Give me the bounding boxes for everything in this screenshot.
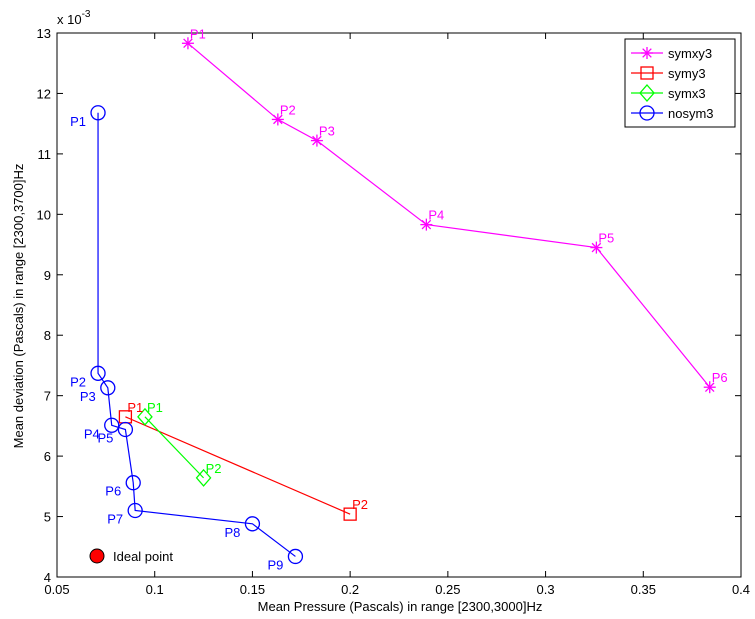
legend-label: nosym3 (668, 106, 714, 121)
y-axis-multiplier: x 10-3 (57, 9, 91, 27)
ideal-point-label: Ideal point (113, 549, 173, 564)
point-label: P6 (712, 370, 728, 385)
y-tick-label: 10 (37, 207, 51, 222)
data-point (420, 218, 433, 231)
y-tick-label: 12 (37, 86, 51, 101)
data-point (343, 507, 357, 521)
point-label: P6 (105, 484, 121, 499)
data-point (125, 475, 141, 491)
y-tick-label: 8 (44, 328, 51, 343)
y-tick-label: 6 (44, 449, 51, 464)
point-label: P8 (225, 525, 241, 540)
data-point (287, 548, 304, 565)
legend-entry-nosym3: nosym3 (631, 105, 714, 121)
point-label: P2 (280, 102, 296, 117)
point-label: P1 (127, 400, 143, 415)
series-line (125, 416, 351, 515)
point-label: P1 (190, 26, 206, 41)
x-tick-label: 0.1 (146, 582, 164, 597)
legend-entry-symxy3: symxy3 (631, 46, 712, 61)
x-tick-label: 0.3 (537, 582, 555, 597)
legend-label: symx3 (668, 86, 706, 101)
legend-marker (639, 84, 655, 102)
legend-entry-symy3: symy3 (631, 66, 706, 81)
point-label: P5 (598, 231, 614, 246)
x-tick-label: 0.15 (240, 582, 265, 597)
x-tick-label: 0.35 (631, 582, 656, 597)
data-point (590, 241, 603, 254)
data-point (90, 105, 106, 121)
series-line (144, 416, 205, 479)
data-point (104, 417, 120, 433)
data-point (100, 380, 116, 396)
legend: symxy3 symy3 symx3 nosym3 (624, 38, 736, 128)
y-tick-label: 7 (44, 389, 51, 404)
x-axis-ticks: 0.05 0.1 0.15 0.2 0.25 0.3 0.35 0.4 (44, 33, 750, 597)
y-axis-ticks: 4 5 6 7 8 9 10 11 12 13 (37, 26, 741, 585)
point-label: P4 (84, 426, 100, 441)
data-point (117, 421, 134, 438)
data-point (181, 37, 194, 50)
series-symx3 (137, 407, 212, 487)
point-label: P1 (147, 400, 163, 415)
point-label: P9 (268, 557, 284, 572)
data-point (271, 113, 284, 126)
y-axis-multiplier-base: x 10 (57, 12, 82, 27)
series-nosym3 (90, 105, 304, 565)
legend-label: symy3 (668, 66, 706, 81)
data-point (127, 502, 143, 519)
point-label: P2 (352, 497, 368, 512)
annotation-layer: Ideal point (89, 548, 173, 564)
point-label: P7 (107, 512, 123, 527)
legend-entry-symx3: symx3 (631, 84, 706, 102)
point-label: P1 (70, 114, 86, 129)
y-axis-label: Mean deviation (Pascals) in range [2300,… (11, 164, 26, 449)
point-label: P3 (80, 389, 96, 404)
series-line (187, 42, 711, 388)
data-point (244, 516, 261, 532)
x-tick-label: 0.4 (732, 582, 750, 597)
series-layer (90, 37, 716, 565)
data-point (90, 365, 106, 381)
x-tick-label: 0.25 (435, 582, 460, 597)
data-point (137, 407, 153, 426)
y-tick-label: 5 (44, 510, 51, 525)
series-symxy3 (181, 37, 716, 394)
legend-marker (640, 66, 654, 80)
point-label: P4 (428, 208, 444, 223)
legend-box (624, 38, 736, 128)
ideal-point-marker (89, 548, 105, 564)
y-axis-multiplier-exponent: -3 (82, 9, 91, 20)
legend-label: symxy3 (668, 46, 712, 61)
legend-marker (639, 105, 655, 121)
point-label: P2 (70, 374, 86, 389)
x-tick-label: 0.05 (44, 582, 69, 597)
data-point (310, 134, 323, 147)
data-point (195, 468, 212, 487)
y-tick-label: 13 (37, 26, 51, 41)
x-tick-label: 0.2 (341, 582, 359, 597)
x-axis-label: Mean Pressure (Pascals) in range [2300,3… (258, 599, 543, 614)
point-label: P3 (319, 124, 335, 139)
y-tick-label: 11 (38, 147, 52, 162)
point-label: P5 (97, 431, 113, 446)
y-tick-label: 9 (44, 268, 51, 283)
point-label: P2 (206, 461, 222, 476)
series-line (97, 112, 296, 557)
series-symy3 (118, 410, 357, 521)
data-point (703, 381, 716, 394)
legend-marker (641, 47, 653, 59)
y-tick-label: 4 (44, 570, 51, 585)
